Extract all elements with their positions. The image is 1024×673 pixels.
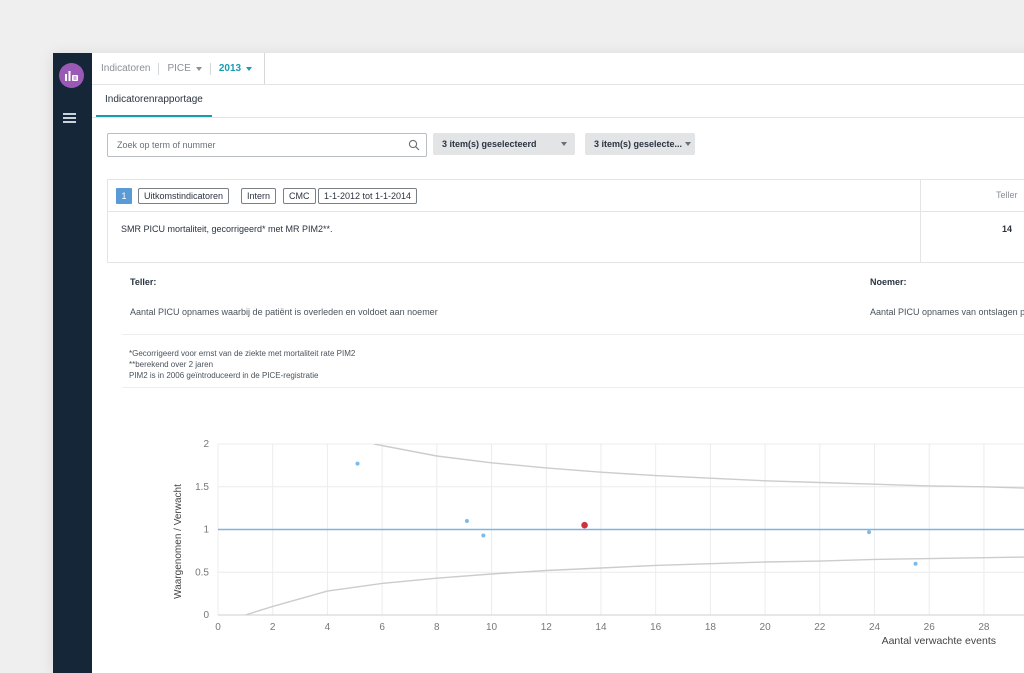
- crumb-year-select[interactable]: 2013: [211, 63, 260, 74]
- type-dropdown[interactable]: 3 item(s) geselecte...: [585, 133, 695, 155]
- search-input[interactable]: [108, 134, 397, 156]
- breadcrumb: Indicatoren PICE 2013: [92, 53, 1024, 85]
- y-tick-label: 1: [203, 525, 209, 536]
- data-point: [867, 530, 872, 535]
- y-tick-label: 1.5: [195, 482, 209, 493]
- x-tick-label: 20: [760, 622, 772, 633]
- crumb-registry-select[interactable]: PICE: [159, 63, 209, 74]
- x-tick-label: 18: [705, 622, 717, 633]
- teller-label: Teller:: [130, 277, 157, 287]
- category-dropdown[interactable]: 3 item(s) geselecteerd: [433, 133, 575, 155]
- indicator-number-badge: 1: [116, 188, 132, 204]
- x-tick-label: 10: [486, 622, 498, 633]
- chevron-down-icon: [195, 66, 202, 71]
- data-point: [464, 518, 469, 523]
- y-axis-label: Waargenomen / Verwacht: [173, 484, 184, 599]
- x-tick-label: 6: [379, 622, 385, 633]
- noemer-label: Noemer:: [870, 277, 907, 287]
- x-tick-label: 0: [215, 622, 221, 633]
- teller-description: Aantal PICU opnames waarbij de patiënt i…: [130, 307, 438, 317]
- data-point: [355, 461, 360, 466]
- y-tick-label: 0.5: [195, 567, 209, 578]
- chart-logo-icon[interactable]: [59, 63, 84, 88]
- noemer-description: Aantal PICU opnames van ontslagen p: [870, 307, 1024, 317]
- x-tick-label: 26: [924, 622, 936, 633]
- lower-control-limit: [245, 556, 1024, 615]
- divider: [264, 53, 266, 84]
- funnel-plot: 02468101214161820222426283000.511.52Aant…: [173, 439, 1024, 647]
- tag-cmc: CMC: [283, 188, 316, 204]
- crumb-indicatoren[interactable]: Indicatoren: [101, 63, 151, 74]
- upper-control-limit: [373, 444, 1024, 489]
- chevron-down-icon: [561, 142, 567, 146]
- chevron-down-icon: [246, 66, 253, 71]
- hamburger-icon[interactable]: [63, 113, 76, 124]
- tab-bar: Indicatorenrapportage: [92, 85, 1024, 118]
- indicator-title: SMR PICU mortaliteit, gecorrigeerd* met …: [121, 224, 333, 234]
- teller-value: 14: [1002, 224, 1013, 234]
- divider: [209, 62, 211, 75]
- column-divider: [920, 180, 921, 262]
- y-tick-label: 2: [203, 439, 209, 450]
- highlighted-data-point: [581, 521, 588, 529]
- search-box: [107, 133, 427, 157]
- sidebar: [53, 53, 92, 673]
- footnote: *Gecorrigeerd voor ernst van de ziekte m…: [129, 349, 356, 358]
- x-tick-label: 12: [541, 622, 553, 633]
- x-tick-label: 2: [270, 622, 276, 633]
- divider: [122, 334, 1024, 335]
- chevron-down-icon: [685, 142, 691, 146]
- x-tick-label: 8: [434, 622, 440, 633]
- main-content: Indicatoren PICE 2013 Indicatorenrapport…: [92, 53, 1024, 673]
- tag-uitkomstindicatoren: Uitkomstindicatoren: [138, 188, 230, 204]
- y-tick-label: 0: [203, 610, 209, 621]
- search-icon[interactable]: [408, 139, 420, 151]
- data-point: [481, 533, 486, 538]
- x-tick-label: 24: [869, 622, 881, 633]
- indicator-details: Teller: Aantal PICU opnames waarbij de p…: [107, 261, 1024, 661]
- indicator-header: 1 Uitkomstindicatoren Intern CMC 1-1-201…: [108, 180, 1024, 212]
- divider: [122, 387, 1024, 388]
- footnote: **berekend over 2 jaren: [129, 360, 214, 369]
- indicator-card[interactable]: 1 Uitkomstindicatoren Intern CMC 1-1-201…: [107, 179, 1024, 263]
- x-axis-label: Aantal verwachte events: [882, 635, 996, 647]
- x-tick-label: 16: [650, 622, 662, 633]
- tab-indicatorenrapportage[interactable]: Indicatorenrapportage: [96, 85, 212, 117]
- tag-period: 1-1-2012 tot 1-1-2014: [318, 188, 418, 204]
- filter-bar: 3 item(s) geselecteerd 3 item(s) geselec…: [107, 133, 1024, 157]
- footnotes: *Gecorrigeerd voor ernst van de ziekte m…: [129, 348, 355, 381]
- x-tick-label: 14: [595, 622, 607, 633]
- app-window: Indicatoren PICE 2013 Indicatorenrapport…: [53, 53, 1024, 673]
- data-point: [913, 561, 918, 566]
- divider: [158, 62, 160, 75]
- footnote: PIM2 is in 2006 geïntroduceerd in de PIC…: [129, 371, 319, 380]
- x-tick-label: 22: [814, 622, 826, 633]
- x-tick-label: 28: [978, 622, 990, 633]
- x-tick-label: 4: [325, 622, 331, 633]
- column-header-teller: Teller: [996, 190, 1018, 200]
- tag-intern: Intern: [241, 188, 277, 204]
